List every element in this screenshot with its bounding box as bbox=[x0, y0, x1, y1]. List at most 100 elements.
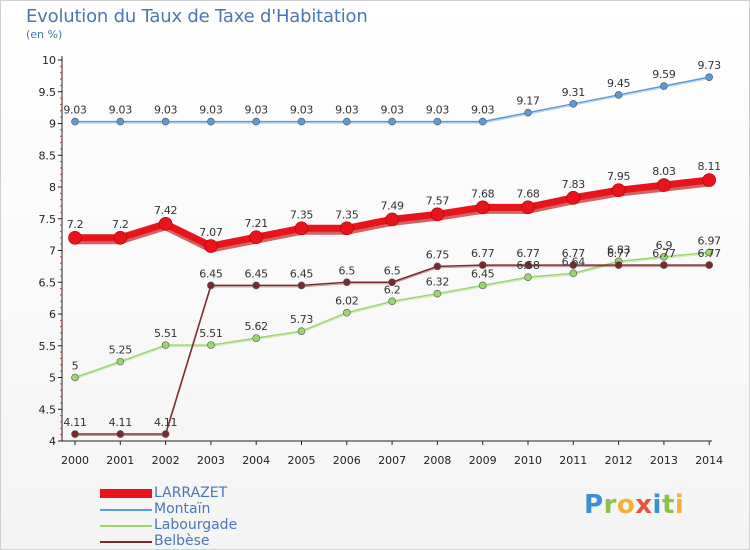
data-point bbox=[475, 200, 490, 215]
data-label: 6.77 bbox=[698, 247, 722, 260]
logo-letter: o bbox=[616, 490, 636, 520]
data-point bbox=[252, 117, 261, 126]
data-label: 6.83 bbox=[607, 243, 631, 256]
data-label: 7.21 bbox=[245, 217, 268, 230]
logo-letter: P bbox=[584, 490, 604, 520]
data-point bbox=[433, 262, 442, 271]
data-label: 9.03 bbox=[199, 104, 223, 117]
data-point bbox=[388, 117, 396, 126]
chart-title: Evolution du Taux de Taxe d'Habitation bbox=[26, 6, 368, 27]
data-point bbox=[660, 82, 668, 90]
data-point bbox=[614, 91, 623, 99]
legend-swatch-montain bbox=[100, 509, 152, 511]
data-point bbox=[68, 231, 82, 245]
data-label: 6.32 bbox=[426, 276, 449, 289]
data-label: 5 bbox=[72, 360, 79, 373]
data-point bbox=[569, 269, 578, 278]
data-point bbox=[430, 207, 445, 222]
data-label: 7.68 bbox=[471, 187, 495, 200]
logo-letter: i bbox=[674, 490, 685, 520]
proxiti-logo: Proxiti bbox=[584, 490, 684, 520]
data-point bbox=[297, 327, 306, 335]
y-tick-label: 6.5 bbox=[39, 276, 57, 289]
data-point bbox=[339, 221, 354, 236]
data-point bbox=[614, 261, 623, 269]
data-label: 6.45 bbox=[245, 267, 269, 280]
data-label: 7.83 bbox=[562, 178, 586, 191]
data-label: 9.03 bbox=[290, 104, 314, 117]
data-label: 6.5 bbox=[384, 264, 401, 277]
x-tick-label: 2000 bbox=[61, 454, 89, 467]
x-tick-label: 2013 bbox=[650, 454, 678, 467]
x-tick-label: 2010 bbox=[514, 454, 542, 467]
legend-label-larrazet: LARRAZET bbox=[154, 485, 228, 501]
y-tick-label: 7.5 bbox=[39, 213, 57, 226]
data-point bbox=[116, 357, 125, 366]
data-point bbox=[71, 430, 79, 438]
data-label: 9.03 bbox=[63, 104, 87, 117]
data-label: 6.77 bbox=[471, 247, 495, 260]
data-point bbox=[207, 341, 215, 349]
data-label: 6.02 bbox=[335, 295, 358, 308]
data-label: 5.62 bbox=[245, 320, 268, 333]
data-point bbox=[524, 261, 532, 269]
logo-letter: t bbox=[661, 490, 675, 520]
data-point bbox=[342, 117, 351, 126]
data-point bbox=[249, 230, 264, 244]
data-label: 6.58 bbox=[516, 259, 540, 272]
data-label: 7.57 bbox=[426, 194, 450, 207]
x-tick-label: 2005 bbox=[288, 454, 316, 467]
data-label: 6.2 bbox=[384, 283, 401, 296]
data-label: 7.68 bbox=[516, 187, 540, 200]
data-label: 9.45 bbox=[607, 77, 631, 90]
data-label: 7.35 bbox=[290, 208, 314, 221]
x-tick-label: 2007 bbox=[378, 454, 406, 467]
data-label: 6.45 bbox=[471, 267, 495, 280]
data-point bbox=[569, 100, 578, 108]
y-tick-label: 4 bbox=[49, 435, 56, 448]
data-point bbox=[478, 117, 487, 126]
x-tick-label: 2001 bbox=[106, 454, 134, 467]
data-label: 9.31 bbox=[562, 86, 585, 99]
data-point bbox=[385, 212, 399, 227]
data-label: 7.07 bbox=[199, 226, 223, 239]
chart-subtitle: (en %) bbox=[26, 28, 63, 41]
data-label: 9.03 bbox=[426, 104, 450, 117]
data-label: 9.03 bbox=[245, 104, 269, 117]
data-point bbox=[207, 117, 215, 126]
data-label: 6.45 bbox=[290, 267, 314, 280]
data-label: 6.97 bbox=[698, 234, 722, 247]
y-tick-label: 5 bbox=[49, 372, 56, 385]
data-label: 9.59 bbox=[652, 68, 676, 81]
logo-letter: r bbox=[603, 490, 617, 520]
data-point bbox=[660, 261, 668, 269]
data-label: 4.11 bbox=[63, 416, 86, 429]
data-point bbox=[297, 117, 306, 126]
data-point bbox=[478, 261, 487, 269]
data-label: 6.77 bbox=[562, 247, 586, 260]
data-point bbox=[116, 430, 125, 438]
data-label: 6.75 bbox=[426, 248, 450, 261]
y-tick-label: 10 bbox=[42, 54, 56, 67]
data-label: 9.03 bbox=[154, 104, 178, 117]
data-point bbox=[433, 289, 442, 298]
data-label: 6.77 bbox=[652, 247, 676, 260]
data-point bbox=[705, 261, 714, 269]
data-point bbox=[521, 200, 535, 215]
data-label: 9.03 bbox=[380, 104, 404, 117]
data-label: 7.42 bbox=[154, 204, 177, 217]
x-tick-label: 2002 bbox=[152, 454, 180, 467]
x-tick-label: 2012 bbox=[605, 454, 633, 467]
data-label: 8.11 bbox=[698, 160, 721, 173]
data-point bbox=[524, 273, 532, 281]
data-point bbox=[705, 73, 714, 81]
logo-letter: x bbox=[635, 490, 653, 520]
data-point bbox=[705, 248, 714, 257]
data-point bbox=[702, 173, 717, 187]
y-tick-label: 7 bbox=[49, 245, 56, 258]
legend-swatch-larrazet bbox=[100, 489, 152, 498]
data-label: 9.73 bbox=[698, 59, 722, 72]
data-point bbox=[297, 281, 306, 290]
